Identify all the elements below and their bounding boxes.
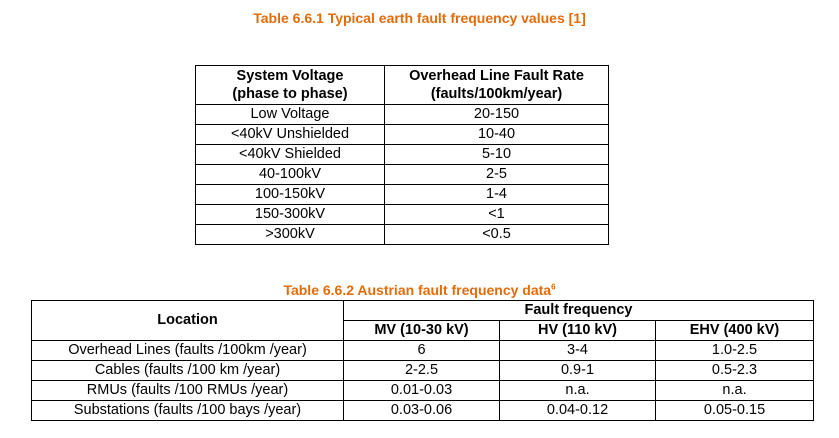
- location-cell: Substations (faults /100 bays /year): [31, 400, 344, 421]
- rate-cell: 2-5: [384, 164, 609, 185]
- hv-header: HV (110 kV): [499, 320, 656, 341]
- hv-cell: n.a.: [499, 380, 656, 401]
- fault-rate-header: Overhead Line Fault Rate (faults/100km/y…: [384, 65, 609, 105]
- table2-caption: Table 6.6.2 Austrian fault frequency dat…: [0, 282, 839, 298]
- rate-cell: 1-4: [384, 184, 609, 205]
- table1-caption: Table 6.6.1 Typical earth fault frequenc…: [253, 10, 586, 26]
- voltage-cell: Low Voltage: [195, 104, 385, 125]
- austrian-fault-frequency-table: Location Fault frequency MV (10-30 kV) H…: [31, 300, 814, 421]
- table-row: Low Voltage 20-150: [195, 104, 609, 125]
- table-row: Overhead Lines (faults /100km /year) 6 3…: [31, 340, 814, 361]
- hv-cell: 0.04-0.12: [499, 400, 656, 421]
- table-row: Substations (faults /100 bays /year) 0.0…: [31, 400, 814, 421]
- mv-cell: 0.03-0.06: [343, 400, 500, 421]
- location-header: Location: [31, 300, 344, 341]
- mv-cell: 2-2.5: [343, 360, 500, 381]
- rate-cell: 5-10: [384, 144, 609, 165]
- voltage-cell: <40kV Unshielded: [195, 124, 385, 145]
- hv-cell: 3-4: [499, 340, 656, 361]
- table-row: 150-300kV <1: [195, 204, 609, 225]
- voltage-cell: 100-150kV: [195, 184, 385, 205]
- voltage-cell: <40kV Shielded: [195, 144, 385, 165]
- hv-cell: 0.9-1: [499, 360, 656, 381]
- ehv-cell: n.a.: [655, 380, 814, 401]
- voltage-cell: >300kV: [195, 224, 385, 245]
- voltage-cell: 40-100kV: [195, 164, 385, 185]
- rate-cell: 10-40: [384, 124, 609, 145]
- header-line: (phase to phase): [232, 86, 348, 102]
- rate-cell: 20-150: [384, 104, 609, 125]
- earth-fault-frequency-table: System Voltage (phase to phase) Overhead…: [195, 65, 609, 245]
- rate-cell: <1: [384, 204, 609, 225]
- table-row: 40-100kV 2-5: [195, 164, 609, 185]
- mv-header: MV (10-30 kV): [343, 320, 500, 341]
- system-voltage-header: System Voltage (phase to phase): [195, 65, 385, 105]
- header-line: Overhead Line Fault Rate: [409, 68, 584, 84]
- fault-frequency-header: Fault frequency: [343, 300, 814, 321]
- mv-cell: 6: [343, 340, 500, 361]
- ehv-cell: 0.05-0.15: [655, 400, 814, 421]
- table-header-row: System Voltage (phase to phase) Overhead…: [195, 65, 609, 105]
- location-cell: RMUs (faults /100 RMUs /year): [31, 380, 344, 401]
- footnote-reference: 6: [551, 282, 556, 292]
- table2-caption-text: Table 6.6.2 Austrian fault frequency dat…: [283, 282, 552, 298]
- table-row: <40kV Shielded 5-10: [195, 144, 609, 165]
- voltage-cell: 150-300kV: [195, 204, 385, 225]
- table-row: Cables (faults /100 km /year) 2-2.5 0.9-…: [31, 360, 814, 381]
- location-cell: Cables (faults /100 km /year): [31, 360, 344, 381]
- table-row: >300kV <0.5: [195, 224, 609, 245]
- table-row: 100-150kV 1-4: [195, 184, 609, 205]
- rate-cell: <0.5: [384, 224, 609, 245]
- table-header-row: Location Fault frequency: [31, 300, 814, 341]
- table-row: RMUs (faults /100 RMUs /year) 0.01-0.03 …: [31, 380, 814, 401]
- header-line: (faults/100km/year): [430, 86, 563, 102]
- ehv-header: EHV (400 kV): [655, 320, 814, 341]
- mv-cell: 0.01-0.03: [343, 380, 500, 401]
- ehv-cell: 1.0-2.5: [655, 340, 814, 361]
- table-row: <40kV Unshielded 10-40: [195, 124, 609, 145]
- ehv-cell: 0.5-2.3: [655, 360, 814, 381]
- location-cell: Overhead Lines (faults /100km /year): [31, 340, 344, 361]
- header-line: System Voltage: [236, 68, 344, 84]
